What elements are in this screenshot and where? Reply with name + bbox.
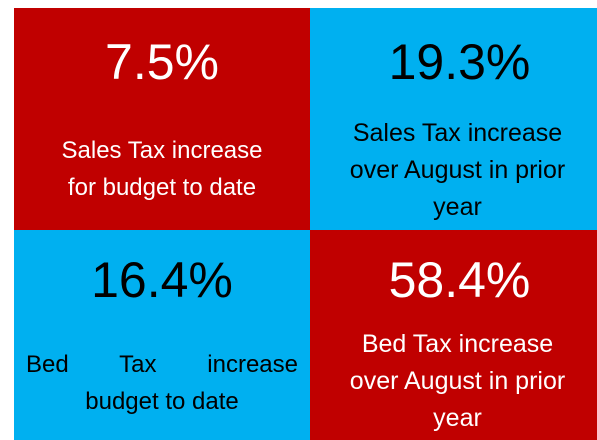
caption-line: year <box>433 193 482 221</box>
caption-line: over August in prior <box>349 367 566 395</box>
caption-line: over August in prior <box>349 156 566 184</box>
caption-line: budget to date <box>85 388 239 415</box>
tile: 19.3% Sales Tax increase over August in … <box>310 8 597 230</box>
tile-value: 16.4% <box>91 252 233 308</box>
tile-value: 19.3% <box>388 34 531 90</box>
tile-caption: Bed Tax increase over August in prior ye… <box>308 326 597 437</box>
tile-value: 58.4% <box>388 252 531 308</box>
caption-line: for budget to date <box>67 174 257 201</box>
tile: 58.4% Bed Tax increase over August in pr… <box>310 230 597 440</box>
tile-caption: Sales Tax increase over August in prior … <box>308 115 597 226</box>
tile-caption: Sales Tax increase for budget to date <box>12 132 312 206</box>
caption-line: Sales Tax increase <box>61 137 263 164</box>
caption-line: Bed Tax increase <box>361 330 554 358</box>
caption-line: year <box>433 404 482 432</box>
tile-value: 7.5% <box>105 34 219 90</box>
caption-line: Bed Tax increase <box>26 351 298 378</box>
tile: 16.4% Bed Tax increase budget to date <box>14 230 310 440</box>
tile-caption: Bed Tax increase budget to date <box>12 346 312 420</box>
tile: 7.5% Sales Tax increase for budget to da… <box>14 8 310 230</box>
caption-line: Sales Tax increase <box>352 119 563 147</box>
